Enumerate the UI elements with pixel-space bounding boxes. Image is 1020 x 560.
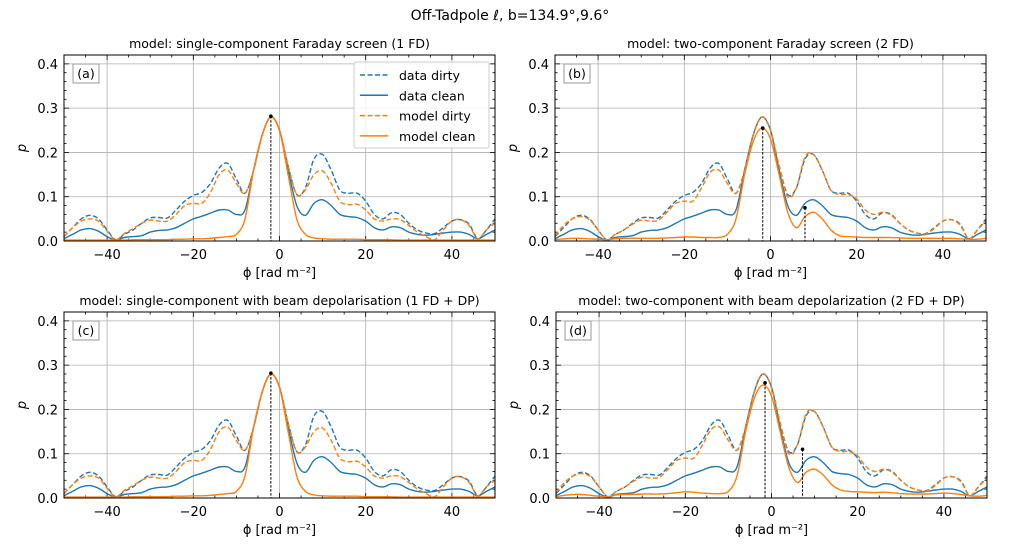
y-tick-label: 0.1 — [37, 448, 58, 463]
component-marker-point — [800, 447, 805, 452]
x-tick-label: −40 — [93, 505, 120, 520]
x-tick-label: −20 — [672, 505, 699, 520]
legend-box — [353, 61, 490, 149]
x-tick-label: −40 — [585, 505, 612, 520]
y-tick-label: 0.4 — [528, 58, 549, 73]
y-tick-label: 0.0 — [528, 235, 549, 250]
y-tick-label: 0.2 — [529, 403, 550, 418]
legend-entry: data clean — [399, 88, 465, 103]
x-tick-label: −20 — [180, 505, 207, 520]
model-dirty-line — [64, 373, 495, 498]
y-axis-label: p — [15, 144, 30, 153]
panel-label-box — [72, 63, 100, 84]
x-tick-label: 20 — [357, 248, 374, 263]
x-tick-label: 20 — [848, 248, 865, 263]
model-dirty-line — [556, 373, 987, 498]
y-tick-label: 0.2 — [528, 146, 549, 161]
subplot-c: −40 −20 0 20 40 0.0 0.1 0.2 0.3 0.4 model: single-… — [15, 293, 496, 538]
y-tick-label: 0.3 — [37, 102, 58, 117]
y-tick-label: 0.0 — [529, 492, 550, 507]
y-tick-label: 0.1 — [528, 191, 549, 206]
y-axis-label: p — [507, 401, 522, 410]
component-marker-point — [269, 371, 273, 375]
x-tick-label: 40 — [444, 505, 461, 520]
panel-label: (b) — [568, 66, 586, 81]
y-tick-label: 0.0 — [37, 492, 58, 507]
y-tick-label: 0.3 — [37, 359, 58, 374]
panel-label: (d) — [569, 323, 587, 338]
subplot-d: −40 −20 0 20 40 0.0 0.1 0.2 0.3 0.4 model: two-com… — [507, 293, 988, 538]
x-axis-label: ϕ [rad m⁻²] — [243, 266, 316, 281]
panel-label: (c) — [78, 323, 95, 338]
y-tick-label: 0.0 — [37, 235, 58, 250]
subplot-title: model: single-component Faraday screen (… — [129, 36, 430, 51]
x-tick-label: 0 — [275, 505, 283, 520]
subplot-title: model: two-component with beam depolariz… — [578, 293, 964, 308]
component-marker-point — [803, 205, 807, 210]
x-tick-label: 0 — [767, 505, 775, 520]
x-tick-label: −40 — [584, 248, 611, 263]
x-tick-label: −20 — [671, 248, 698, 263]
y-tick-label: 0.1 — [529, 448, 550, 463]
model-clean-line — [555, 127, 986, 241]
y-axis-label: p — [15, 401, 30, 410]
subplot-b: −40 −20 0 20 40 0.0 0.1 0.2 0.3 0.4 model: two-com… — [506, 36, 987, 281]
x-tick-label: 20 — [849, 505, 866, 520]
legend-entry: model clean — [399, 129, 476, 144]
curves — [64, 373, 495, 498]
y-tick-label: 0.2 — [37, 403, 58, 418]
axes-frame — [555, 311, 988, 499]
y-tick-label: 0.4 — [37, 315, 58, 330]
y-axis-label: p — [506, 144, 521, 153]
model-dirty-line — [555, 116, 986, 241]
x-axis-label: ϕ [rad m⁻²] — [734, 266, 807, 281]
x-axis-label: ϕ [rad m⁻²] — [243, 523, 316, 538]
x-tick-label: 20 — [357, 505, 374, 520]
y-tick-label: 0.1 — [37, 191, 58, 206]
panel-label: (a) — [77, 66, 94, 81]
x-tick-label: 40 — [936, 505, 953, 520]
panel-label-box — [72, 320, 100, 341]
x-tick-label: 40 — [935, 248, 952, 263]
axes-frame — [554, 54, 987, 242]
legend-entry: model dirty — [399, 109, 471, 124]
y-tick-label: 0.3 — [529, 359, 550, 374]
x-tick-label: −20 — [180, 248, 207, 263]
curves — [555, 116, 986, 241]
component-marker-point — [763, 381, 767, 385]
y-tick-label: 0.4 — [37, 58, 58, 73]
subplot-a: −40 −20 0 20 40 0.0 0.1 0.2 0.3 0.4 model: single-… — [15, 36, 496, 281]
model-clean-line — [64, 116, 495, 241]
model-clean-line — [556, 384, 987, 498]
axes-frame — [63, 311, 496, 499]
x-axis-label: ϕ [rad m⁻²] — [735, 523, 808, 538]
x-tick-label: 40 — [444, 248, 461, 263]
figure-title: Off-Tadpole ℓ, b=134.9°,9.6° — [411, 8, 610, 24]
x-tick-label: 0 — [275, 248, 283, 263]
curves — [64, 116, 495, 241]
y-tick-label: 0.3 — [528, 102, 549, 117]
component-marker-point — [269, 114, 273, 118]
axes-frame — [63, 54, 496, 242]
subplot-title: model: single-component with beam depola… — [79, 293, 479, 308]
x-tick-label: −40 — [93, 248, 120, 263]
legend-entry: data dirty — [399, 68, 461, 83]
component-marker-point — [760, 126, 765, 130]
subplot-title: model: two-component Faraday screen (2 F… — [627, 36, 914, 51]
x-tick-label: 0 — [766, 248, 774, 263]
y-tick-label: 0.4 — [529, 315, 550, 330]
panel-label-box — [564, 320, 592, 341]
model-dirty-line — [64, 116, 495, 241]
model-clean-line — [64, 373, 495, 498]
y-tick-label: 0.2 — [37, 146, 58, 161]
panel-label-box — [563, 63, 591, 84]
curves — [556, 373, 987, 498]
